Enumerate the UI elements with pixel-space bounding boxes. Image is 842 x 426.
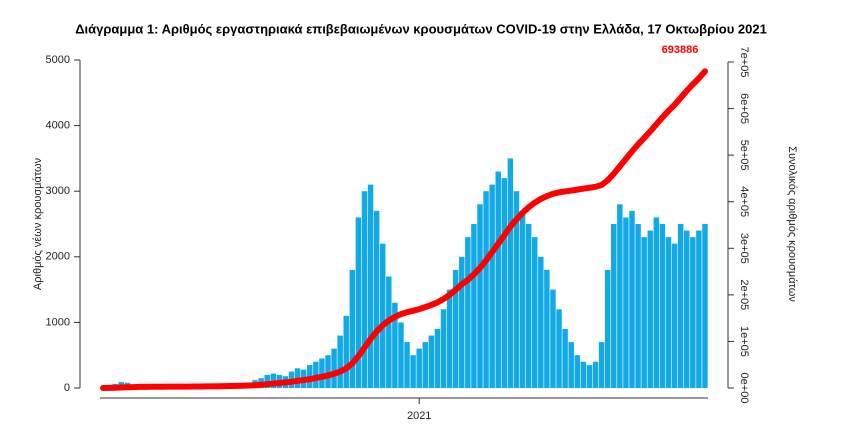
- y-axis-label: Αριθμός νέων κρουσμάτων: [32, 157, 44, 290]
- y-tick-label: 5000: [46, 54, 70, 66]
- bar: [440, 309, 447, 388]
- bar: [647, 230, 653, 388]
- bar: [459, 256, 465, 388]
- bar: [696, 230, 702, 388]
- y-tick-label: 0: [64, 382, 70, 394]
- bar: [513, 191, 520, 388]
- bar: [629, 210, 635, 388]
- bar: [422, 342, 429, 388]
- y2-tick-label: 4e+05: [738, 186, 750, 217]
- y2-tick-label: 1e+05: [738, 326, 750, 357]
- bar: [471, 224, 477, 388]
- bar: [556, 309, 562, 388]
- bar: [702, 224, 708, 388]
- bar: [598, 342, 605, 388]
- bar: [659, 224, 666, 388]
- bar: [635, 224, 641, 388]
- y-tick-label: 2000: [46, 251, 70, 263]
- bar: [337, 335, 343, 388]
- annotation: 693886: [662, 44, 699, 56]
- bar: [611, 224, 617, 388]
- bar: [544, 269, 550, 388]
- bar: [452, 269, 459, 388]
- bar: [562, 328, 568, 388]
- bar: [386, 276, 392, 388]
- bar: [665, 237, 672, 388]
- y-tick-label: 3000: [46, 185, 70, 197]
- y2-tick-label: 5e+05: [738, 140, 750, 171]
- bar: [428, 335, 435, 388]
- y2-tick-label: 7e+05: [738, 47, 750, 78]
- y-tick-label: 1000: [46, 316, 70, 328]
- bar: [313, 361, 319, 388]
- bar: [331, 348, 337, 388]
- bar: [677, 224, 684, 388]
- bar: [592, 361, 599, 388]
- bar: [373, 210, 380, 388]
- bar: [550, 289, 556, 388]
- bar: [683, 230, 690, 388]
- bar: [361, 191, 368, 388]
- bar: [653, 217, 660, 388]
- y2-tick-label: 2e+05: [738, 279, 750, 310]
- bar: [446, 289, 453, 388]
- bar: [525, 224, 532, 388]
- bar: [379, 243, 386, 388]
- bar: [586, 365, 593, 388]
- bar: [416, 348, 422, 388]
- bar: [568, 342, 574, 388]
- bar: [489, 184, 495, 388]
- bar: [398, 322, 404, 388]
- bar: [483, 191, 489, 388]
- bar: [538, 256, 544, 388]
- bar: [495, 171, 501, 388]
- bar: [531, 237, 538, 388]
- bar: [392, 302, 398, 388]
- bar: [671, 243, 678, 388]
- y2-axis-label: Συνολικός αριθμός κρουσμάτων: [786, 146, 798, 302]
- bar: [690, 237, 696, 388]
- y2-tick-label: 3e+05: [738, 233, 750, 264]
- bar: [349, 269, 356, 388]
- bar: [477, 204, 483, 388]
- bar: [343, 315, 349, 388]
- bar: [641, 237, 647, 388]
- y2-tick-label: 6e+05: [738, 93, 750, 124]
- y-tick-label: 4000: [46, 120, 70, 132]
- bar: [325, 355, 331, 388]
- bar: [604, 269, 611, 388]
- bar: [519, 210, 526, 388]
- bar: [465, 237, 471, 388]
- bar: [507, 158, 514, 388]
- bar: [355, 217, 362, 388]
- bar: [574, 355, 581, 388]
- bar: [410, 355, 416, 388]
- cumulative-line: [100, 68, 708, 391]
- bar: [434, 328, 441, 388]
- chart-title: Διάγραμμα 1: Αριθμός εργαστηριακά επιβεβ…: [75, 21, 767, 36]
- bar: [617, 204, 623, 388]
- bar: [501, 178, 508, 388]
- bar: [623, 217, 629, 388]
- bar: [319, 358, 325, 388]
- x-tick-label: 2021: [407, 410, 431, 422]
- bar: [580, 361, 587, 388]
- y2-tick-label: 0e+00: [738, 373, 750, 404]
- bar: [404, 342, 410, 388]
- bar: [367, 184, 374, 388]
